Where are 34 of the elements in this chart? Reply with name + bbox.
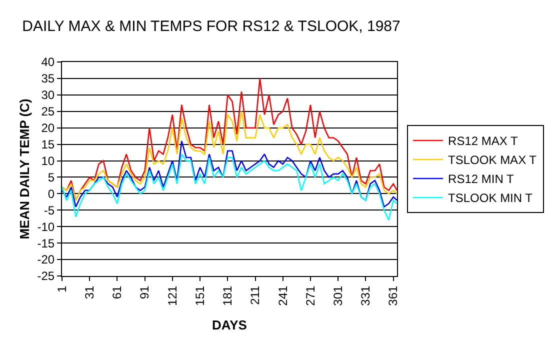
legend-label: TSLOOK MAX T [448, 153, 538, 168]
x-tick-label: 301 [331, 285, 345, 306]
y-tick-label: -20 [37, 252, 55, 267]
y-tick-label: -25 [37, 269, 55, 284]
y-tick-label: -5 [44, 203, 55, 218]
x-tick-label: 271 [303, 285, 318, 306]
x-tick-label: 121 [165, 285, 180, 306]
y-tick-label: 35 [41, 72, 55, 86]
x-tick-label: 91 [138, 285, 152, 300]
x-tick-label: 181 [220, 285, 235, 306]
legend-label: RS12 MIN T [448, 172, 515, 186]
legend-label: RS12 MAX T [448, 134, 519, 148]
y-tick-label: 15 [41, 138, 55, 152]
y-tick-label: 0 [48, 186, 55, 201]
y-tick-label: 40 [41, 55, 55, 70]
x-axis-title: DAYS [212, 317, 248, 332]
y-tick-label: 25 [41, 104, 55, 119]
legend-label: TSLOOK MIN T [448, 191, 534, 206]
y-axis-title: MEAN DAILY TEMP (C) [17, 98, 32, 240]
x-tick-label: 241 [276, 285, 290, 306]
y-tick-label: 10 [41, 154, 55, 168]
chart-title: DAILY MAX & MIN TEMPS FOR RS12 & TSLOOK, 1987 [22, 18, 400, 36]
y-tick-label: -10 [37, 220, 55, 234]
y-tick-label: 20 [41, 121, 55, 136]
x-tick-label: 331 [358, 285, 373, 306]
x-tick-label: 31 [82, 285, 97, 300]
x-tick-label: 211 [248, 285, 262, 305]
y-tick-label: -15 [37, 236, 55, 250]
x-tick-label: 361 [386, 285, 400, 306]
x-tick-label: 61 [110, 285, 124, 300]
y-tick-label: 5 [48, 170, 55, 184]
x-tick-label: 151 [192, 285, 207, 306]
x-tick-label: 1 [54, 285, 69, 292]
y-tick-label: 30 [41, 88, 55, 102]
